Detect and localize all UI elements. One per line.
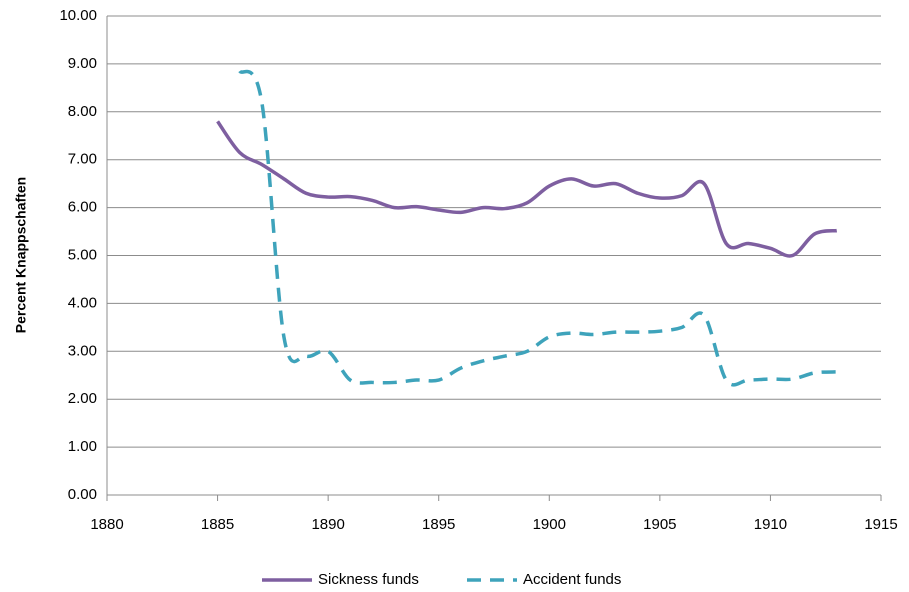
- legend-label: Sickness funds: [318, 571, 419, 588]
- series-line: [238, 69, 837, 387]
- y-tick-label: 1.00: [68, 438, 97, 455]
- y-axis-label: Percent Knappschaften: [13, 177, 29, 333]
- y-tick-label: 2.00: [68, 390, 97, 407]
- y-tick-label: 0.00: [68, 486, 97, 503]
- series-line: [216, 120, 838, 258]
- x-tick-label: 1915: [864, 516, 897, 533]
- x-tick-label: 1895: [422, 516, 455, 533]
- y-tick-label: 7.00: [68, 151, 97, 168]
- y-tick-label: 8.00: [68, 103, 97, 120]
- y-tick-label: 10.00: [59, 7, 97, 24]
- legend-label: Accident funds: [523, 571, 621, 588]
- y-tick-label: 9.00: [68, 55, 97, 72]
- x-tick-label: 1910: [754, 516, 787, 533]
- x-tick-label: 1880: [90, 516, 123, 533]
- x-tick-label: 1905: [643, 516, 676, 533]
- x-tick-label: 1890: [311, 516, 344, 533]
- y-tick-label: 5.00: [68, 246, 97, 263]
- x-tick-label: 1885: [201, 516, 234, 533]
- y-tick-label: 4.00: [68, 294, 97, 311]
- y-tick-label: 6.00: [68, 199, 97, 216]
- y-tick-label: 3.00: [68, 342, 97, 359]
- x-tick-label: 1900: [533, 516, 566, 533]
